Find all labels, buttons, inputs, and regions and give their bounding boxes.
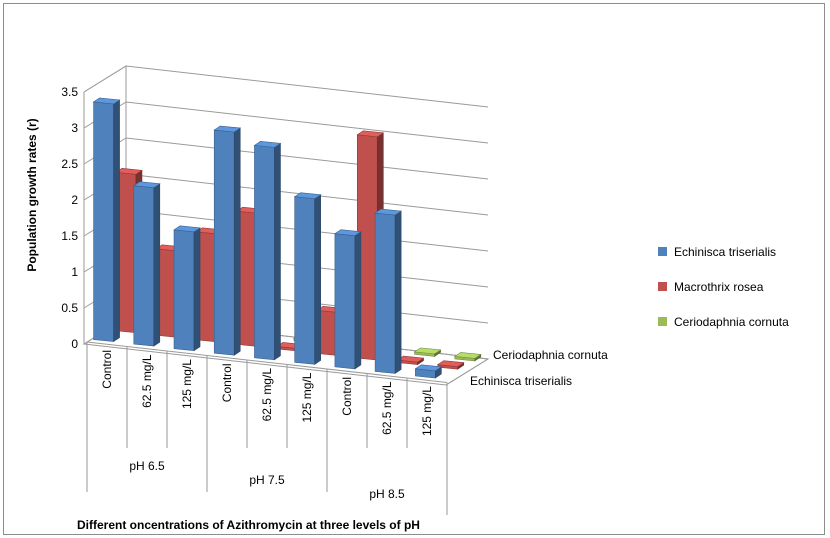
x-axis: Control 62.5 mg/L 125 mg/L Control 62.5 mg/L… (86, 341, 448, 515)
group-label: pH 6.5 (129, 459, 165, 473)
x-tick-label: 125 mg/L (420, 386, 434, 436)
gridline (125, 101, 489, 144)
legend-swatch (658, 247, 667, 256)
bar-1-8 (436, 360, 465, 370)
gridline (125, 137, 489, 180)
bar-0-7 (374, 208, 402, 374)
depth-axis-label: Echinisca triserialis (470, 374, 572, 388)
gridline (125, 65, 489, 108)
bar-0-5 (293, 192, 322, 365)
x-axis-label: Different oncentrations of Azithromycin … (77, 518, 420, 532)
bar-0-0 (92, 97, 121, 343)
x-tick-label: 62.5 mg/L (380, 381, 394, 435)
y-tick-label: 1.5 (61, 229, 78, 243)
x-tick-label: 125 mg/L (180, 359, 194, 409)
y-tick-label: 3.5 (61, 85, 78, 99)
x-tick-label: Control (220, 364, 234, 403)
y-tick-label: 2 (71, 193, 78, 207)
gridline-side (83, 65, 127, 93)
x-tick-label: 62.5 mg/L (260, 368, 274, 422)
x-tick-label: 125 mg/L (300, 372, 314, 422)
legend-label: Echinisca triserialis (674, 245, 776, 259)
depth-axis: Ceriodaphnia cornuta Echinisca triseriali… (445, 348, 608, 388)
group-label: pH 7.5 (249, 473, 285, 487)
bar-2-8 (453, 352, 482, 362)
bar-0-1 (132, 181, 161, 347)
bar-0-6 (334, 229, 362, 370)
x-tick-label: 62.5 mg/L (140, 354, 154, 408)
depth-axis-label: Ceriodaphnia cornuta (493, 348, 608, 362)
bar-0-3 (213, 125, 242, 356)
bars (92, 97, 482, 379)
group-label: pH 8.5 (369, 487, 405, 501)
bar-2-7 (413, 347, 442, 357)
bar-0-2 (173, 225, 201, 352)
x-axis-line (86, 341, 448, 383)
y-axis-label: Population growth rates (r) (25, 118, 39, 271)
legend-label: Ceriodaphnia cornuta (674, 315, 789, 329)
y-tick-label: 2.5 (61, 157, 78, 171)
y-tick-label: 1 (71, 265, 78, 279)
legend-label: Macrothrix rosea (674, 280, 764, 294)
bar-1-7 (396, 355, 425, 366)
bar-0-4 (253, 141, 282, 361)
x-tick-label: Control (100, 350, 114, 389)
legend-swatch (658, 317, 667, 326)
x-tick-label: Control (340, 377, 354, 416)
depth-axis-line (445, 358, 489, 386)
legend-swatch (658, 282, 667, 291)
y-tick-label: 0.5 (61, 301, 78, 315)
legend: Echinisca triserialis Macrothrix rosea Cer… (658, 245, 789, 329)
y-axis-ticks: 0 0.5 1 1.5 2 2.5 3 3.5 (61, 85, 85, 351)
y-tick-label: 0 (71, 337, 78, 351)
bar-0-8 (414, 364, 443, 379)
y-tick-label: 3 (71, 121, 78, 135)
